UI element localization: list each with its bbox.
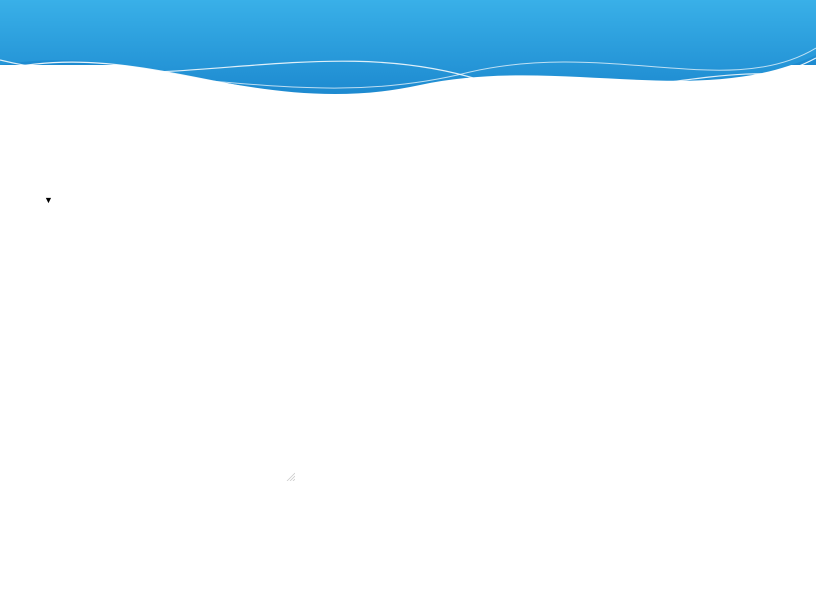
charts-row: ▼ [40, 195, 800, 473]
chart-svg-2 [299, 203, 544, 458]
chart-panel-1: ▼ [40, 195, 285, 473]
chart-panel-2 [299, 195, 544, 473]
header-wave-banner [0, 0, 816, 140]
chart-svg-3 [558, 203, 803, 458]
chart-title-1[interactable]: ▼ [40, 195, 285, 205]
chart-svg-1 [40, 213, 285, 468]
resize-handle-icon[interactable] [285, 471, 295, 481]
chart-panel-3 [558, 195, 803, 473]
dropdown-arrow-icon: ▼ [44, 195, 53, 205]
